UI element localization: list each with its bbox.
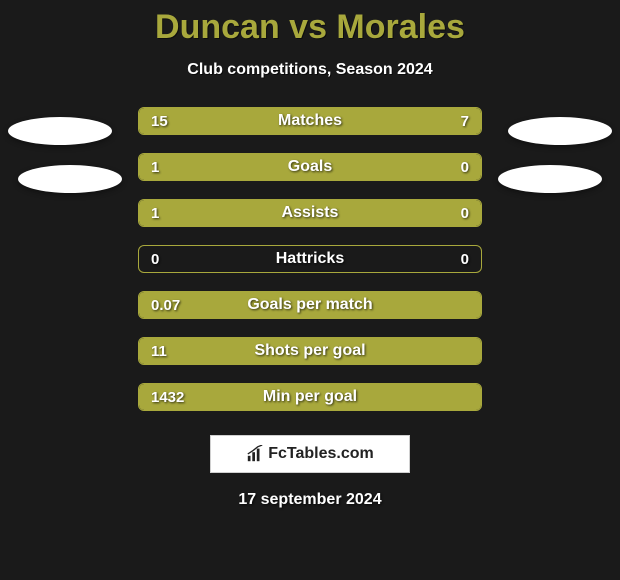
- stat-row: 0.07Goals per match: [138, 291, 482, 319]
- bar-fill-left: [139, 108, 365, 134]
- bar-fill-left: [139, 338, 481, 364]
- bar-fill-right: [406, 154, 481, 180]
- stat-value-left: 1432: [151, 389, 184, 406]
- stat-value-right: 7: [461, 113, 469, 130]
- stat-value-right: 0: [461, 159, 469, 176]
- stat-value-left: 1: [151, 205, 159, 222]
- stat-row: 1432Min per goal: [138, 383, 482, 411]
- stat-value-left: 1: [151, 159, 159, 176]
- bar-fill-left: [139, 200, 406, 226]
- page-title: Duncan vs Morales: [155, 8, 465, 47]
- stat-value-right: 0: [461, 251, 469, 268]
- bar-fill-left: [139, 154, 406, 180]
- stat-value-left: 0: [151, 251, 159, 268]
- stats-area: 15Matches71Goals01Assists00Hattricks00.0…: [0, 107, 620, 411]
- stat-value-left: 15: [151, 113, 168, 130]
- stat-row: 1Goals0: [138, 153, 482, 181]
- stat-row: 15Matches7: [138, 107, 482, 135]
- comparison-card: Duncan vs Morales Club competitions, Sea…: [0, 0, 620, 580]
- stat-row: 0Hattricks0: [138, 245, 482, 273]
- stat-value-right: 0: [461, 205, 469, 222]
- source-logo[interactable]: FcTables.com: [210, 435, 410, 473]
- bar-fill-left: [139, 384, 481, 410]
- subtitle: Club competitions, Season 2024: [187, 61, 432, 79]
- stat-row: 1Assists0: [138, 199, 482, 227]
- logo-text: FcTables.com: [268, 445, 374, 463]
- stat-bars: 15Matches71Goals01Assists00Hattricks00.0…: [138, 107, 482, 411]
- stat-value-left: 11: [151, 343, 167, 360]
- player-left-team-avatar: [18, 165, 122, 193]
- player-right-team-avatar: [498, 165, 602, 193]
- stat-value-left: 0.07: [151, 297, 180, 314]
- date-label: 17 september 2024: [238, 491, 381, 509]
- bar-fill-left: [139, 292, 481, 318]
- player-right-avatar: [508, 117, 612, 145]
- bar-fill-right: [406, 200, 481, 226]
- stat-label: Hattricks: [139, 250, 481, 268]
- stat-row: 11Shots per goal: [138, 337, 482, 365]
- chart-icon: [246, 445, 264, 463]
- player-left-avatar: [8, 117, 112, 145]
